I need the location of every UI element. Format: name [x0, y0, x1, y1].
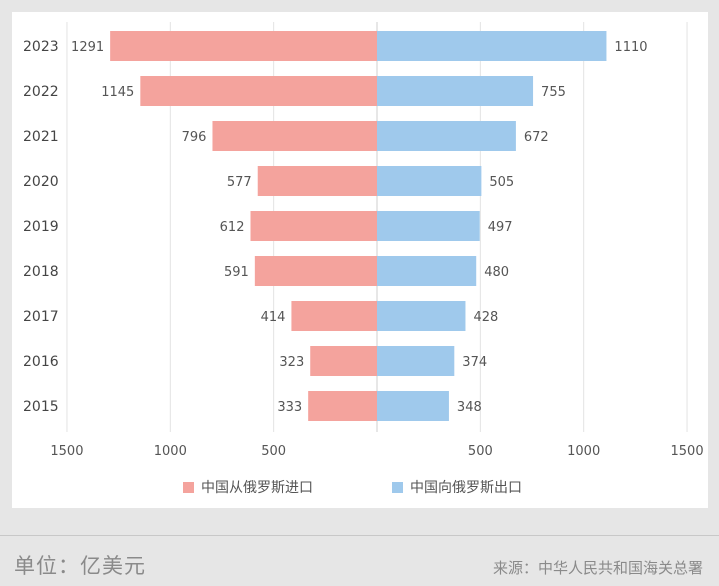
- bar-import: [310, 346, 377, 376]
- data-label-export: 348: [457, 400, 482, 415]
- legend-label-import: 中国从俄罗斯进口: [201, 480, 313, 496]
- data-label-import: 1291: [71, 40, 104, 55]
- bar-export: [377, 31, 607, 61]
- x-tick-label: 500: [261, 444, 286, 459]
- x-tick-label: 1500: [671, 444, 704, 459]
- source-label: 来源：中华人民共和国海关总署: [492, 559, 703, 577]
- data-label-export: 1110: [614, 40, 647, 55]
- legend-item-export: 中国向俄罗斯出口: [392, 477, 522, 497]
- bar-import: [250, 211, 377, 241]
- legend-label-export: 中国向俄罗斯出口: [410, 480, 522, 496]
- bar-export: [377, 121, 516, 151]
- data-label-export: 755: [541, 85, 566, 100]
- data-label-export: 374: [462, 355, 487, 370]
- category-label: 2017: [23, 309, 59, 325]
- bar-import: [257, 166, 377, 196]
- data-label-import: 414: [261, 310, 286, 325]
- legend-swatch-import: [183, 481, 194, 493]
- data-label-import: 577: [227, 175, 252, 190]
- bar-import: [110, 31, 377, 61]
- bar-chart: 1500 1000 500 500 1000 1500 2023 1291 1110 2022 11…: [23, 22, 704, 459]
- category-label: 2015: [23, 399, 59, 415]
- category-label: 2019: [23, 219, 59, 235]
- legend-item-import: 中国从俄罗斯进口: [183, 477, 313, 497]
- data-label-export: 672: [524, 130, 549, 145]
- data-label-import: 333: [277, 400, 302, 415]
- category-label: 2022: [23, 84, 59, 100]
- category-label: 2023: [23, 39, 59, 55]
- bar-import: [140, 76, 377, 106]
- bar-import: [212, 121, 377, 151]
- data-label-export: 480: [484, 265, 509, 280]
- data-label-import: 1145: [101, 85, 134, 100]
- x-tick-label: 1000: [567, 444, 600, 459]
- category-label: 2016: [23, 354, 59, 370]
- data-label-export: 428: [473, 310, 498, 325]
- bar-export: [377, 301, 466, 331]
- x-tick-label: 1000: [154, 444, 187, 459]
- bar-export: [377, 346, 455, 376]
- x-tick-label: 500: [468, 444, 493, 459]
- data-label-export: 497: [488, 220, 513, 235]
- bar-export: [377, 76, 534, 106]
- category-label: 2021: [23, 129, 59, 145]
- category-label: 2018: [23, 264, 59, 280]
- data-label-import: 796: [182, 130, 207, 145]
- bar-export: [377, 166, 482, 196]
- bar-export: [377, 256, 477, 286]
- unit-label: 单位：亿美元: [14, 554, 146, 578]
- bar-export: [377, 211, 480, 241]
- data-label-import: 612: [220, 220, 245, 235]
- data-label-export: 505: [489, 175, 514, 190]
- data-label-import: 323: [279, 355, 304, 370]
- bar-import: [291, 301, 377, 331]
- bar-import: [254, 256, 377, 286]
- legend-swatch-export: [392, 481, 403, 493]
- x-tick-label: 1500: [50, 444, 83, 459]
- category-label: 2020: [23, 174, 59, 190]
- bar-export: [377, 391, 449, 421]
- footer-divider: [0, 535, 719, 536]
- bar-import: [308, 391, 377, 421]
- data-label-import: 591: [224, 265, 249, 280]
